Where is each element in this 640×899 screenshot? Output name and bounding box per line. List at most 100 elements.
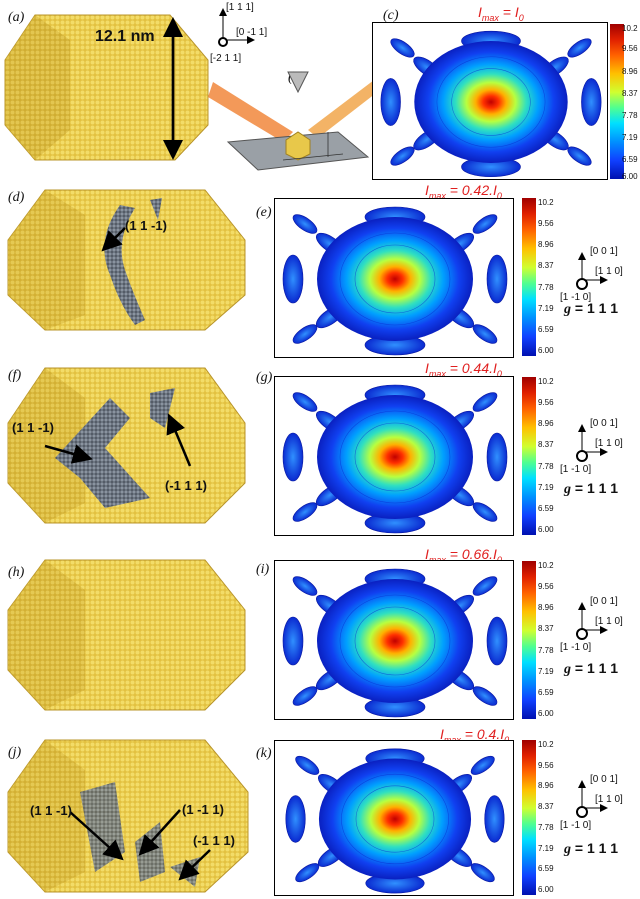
colorbar-tick-g-1: 9.56 xyxy=(538,398,554,408)
panel-label-i: (i) xyxy=(256,562,270,577)
axis-right-label-top: [0 -1 1] xyxy=(236,27,268,38)
colorbar-tick-k-1: 9.56 xyxy=(538,760,554,770)
experiment-setup-sketch xyxy=(208,71,380,171)
diffraction-map-g xyxy=(274,376,514,536)
diffraction-map-e xyxy=(274,198,514,358)
colorbar-tick-g-3: 8.37 xyxy=(538,440,554,450)
defect-label-j-1: (1 -1 1) xyxy=(182,802,224,817)
colorbar-tick-e-0: 10.2 xyxy=(538,198,554,207)
colorbar-tick-k-7: 6.00 xyxy=(538,885,554,894)
defect-label-j-0: (1 1 -1) xyxy=(30,803,72,818)
colorbar-tick-g-6: 6.59 xyxy=(538,503,554,513)
colorbar-k xyxy=(522,740,536,895)
panel-label-d: (d) xyxy=(8,190,25,205)
colorbar-tick-g-5: 7.19 xyxy=(538,482,554,492)
colorbar-c xyxy=(610,24,624,179)
intensity-label-g: Imax = 0.44.I0 xyxy=(425,360,502,379)
panel-label-a: (a) xyxy=(8,10,25,25)
g-symbol-e: g xyxy=(564,302,571,317)
colorbar-tick-g-2: 8.96 xyxy=(538,419,554,429)
defect-label-f-0: (1 1 -1) xyxy=(12,420,54,435)
intensity-label-k: Imax = 0.4.I0 xyxy=(440,726,509,745)
g-vector-label-g: g = 1 1 1 xyxy=(564,480,619,497)
defect-label-f-1: (-1 1 1) xyxy=(165,478,207,493)
axis-right-label-i: [1 1 0] xyxy=(595,616,623,627)
colorbar-tick-i-2: 8.96 xyxy=(538,603,554,613)
colorbar-tick-e-7: 6.00 xyxy=(538,346,554,355)
nanoparticle-a xyxy=(4,14,209,161)
axis-up-label-top: [1 1 1] xyxy=(226,2,254,13)
colorbar-tick-i-7: 6.00 xyxy=(538,709,554,718)
colorbar-tick-k-6: 6.59 xyxy=(538,864,554,874)
g-vector-label-i: g = 1 1 1 xyxy=(564,660,619,677)
colorbar-tick-k-4: 7.78 xyxy=(538,822,554,832)
colorbar-tick-i-5: 7.19 xyxy=(538,666,554,676)
panel-label-k: (k) xyxy=(256,746,272,761)
intensity-label-i: Imax = 0.66.I0 xyxy=(425,546,502,565)
panel-label-c: (c) xyxy=(383,8,399,23)
diffraction-map-c xyxy=(372,22,608,180)
nanoparticle-d xyxy=(7,189,246,331)
axis-out-label-k: [1 -1 0] xyxy=(560,820,592,831)
orientation-axes-e xyxy=(576,252,608,290)
axis-up-label-g: [0 0 1] xyxy=(590,418,618,429)
axis-up-label-e: [0 0 1] xyxy=(590,246,618,257)
g-symbol-k: g xyxy=(564,842,571,857)
nanoparticle-f xyxy=(7,367,246,524)
arrows-f xyxy=(44,413,192,467)
arrow-d xyxy=(101,227,126,252)
colorbar-g xyxy=(522,377,536,535)
colorbar-tick-i-3: 8.37 xyxy=(538,624,554,634)
colorbar-e xyxy=(522,198,536,356)
orientation-axes-g xyxy=(576,424,608,462)
colorbar-tick-g-0: 10.2 xyxy=(538,377,554,386)
panel-label-h: (h) xyxy=(8,565,25,580)
colorbar-tick-k-0: 10.2 xyxy=(538,740,554,749)
colorbar-tick-i-0: 10.2 xyxy=(538,561,554,570)
panel-label-f: (f) xyxy=(8,368,22,383)
nanoparticle-h xyxy=(7,559,246,711)
panel-label-g: (g) xyxy=(256,370,273,385)
axis-up-label-k: [0 0 1] xyxy=(590,774,618,785)
orientation-axes-i xyxy=(576,602,608,640)
colorbar-tick-e-2: 8.96 xyxy=(538,240,554,250)
colorbar-tick-i-6: 6.59 xyxy=(538,687,554,697)
defect-label-j-2: (-1 1 1) xyxy=(193,833,235,848)
axis-out-label-g: [1 -1 0] xyxy=(560,464,592,475)
size-label: 12.1 nm xyxy=(95,28,155,45)
colorbar-tick-k-3: 8.37 xyxy=(538,802,554,812)
panel-label-j: (j) xyxy=(8,745,22,760)
colorbar-tick-e-1: 9.56 xyxy=(538,219,554,229)
axis-out-label-i: [1 -1 0] xyxy=(560,642,592,653)
defect-label-d-0: (1 1 -1) xyxy=(125,218,167,233)
colorbar-tick-i-1: 9.56 xyxy=(538,582,554,592)
nanoparticle-j xyxy=(7,739,249,893)
axis-out-label-top: [-2 1 1] xyxy=(210,53,242,64)
axis-up-label-i: [0 0 1] xyxy=(590,596,618,607)
panel-label-e: (e) xyxy=(256,205,272,220)
axis-out-label-e: [1 -1 0] xyxy=(560,292,592,303)
colorbar-tick-k-5: 7.19 xyxy=(538,843,554,853)
colorbar-tick-k-2: 8.96 xyxy=(538,781,554,791)
axis-right-label-g: [1 1 0] xyxy=(595,438,623,449)
intensity-label-c: Imax = I0 xyxy=(478,4,524,23)
intensity-label-e: Imax = 0.42.I0 xyxy=(425,182,502,201)
diffraction-map-k xyxy=(274,740,514,896)
colorbar-tick-e-3: 8.37 xyxy=(538,261,554,271)
colorbar-tick-g-7: 6.00 xyxy=(538,525,554,534)
axis-right-label-k: [1 1 0] xyxy=(595,794,623,805)
colorbar-i xyxy=(522,561,536,719)
g-vector-label-k: g = 1 1 1 xyxy=(564,840,619,857)
axis-right-label-e: [1 1 0] xyxy=(595,266,623,277)
colorbar-tick-e-4: 7.78 xyxy=(538,282,554,292)
orientation-axes-k xyxy=(576,780,608,818)
diffraction-map-i xyxy=(274,560,514,720)
g-symbol-i: g xyxy=(564,662,571,677)
orientation-axes-top xyxy=(218,8,255,47)
arrows-j xyxy=(69,809,211,881)
colorbar-tick-g-4: 7.78 xyxy=(538,461,554,471)
g-symbol-g: g xyxy=(564,482,571,497)
colorbar-tick-i-4: 7.78 xyxy=(538,645,554,655)
g-vector-label-e: g = 1 1 1 xyxy=(564,300,619,317)
colorbar-tick-e-6: 6.59 xyxy=(538,324,554,334)
